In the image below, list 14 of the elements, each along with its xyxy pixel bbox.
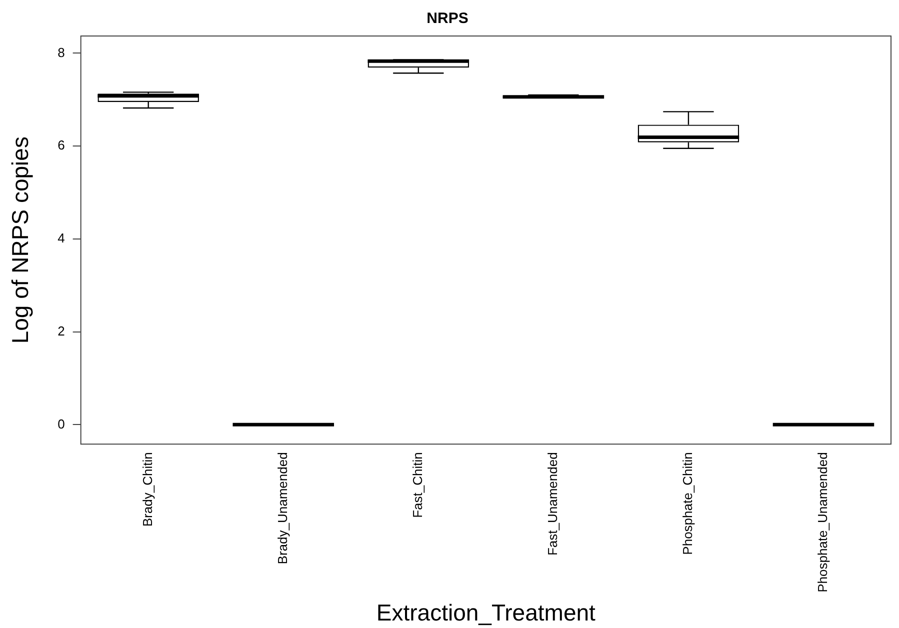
x-tick-label: Phosphate_Unamended	[815, 452, 830, 592]
x-tick-label: Phosphate_Chitin	[680, 452, 696, 555]
x-tick-label: Fast_Chitin	[410, 452, 425, 518]
y-tick-label: 2	[58, 323, 65, 338]
y-axis-title: Log of NRPS copies	[7, 136, 34, 344]
y-tick-label: 0	[58, 416, 65, 432]
x-axis-title: Extraction_Treatment	[376, 600, 596, 626]
x-tick-label: Brady_Chitin	[140, 452, 155, 527]
y-tick-label: 6	[58, 138, 65, 153]
chart-title: NRPS	[426, 10, 468, 28]
x-tick-label: Fast_Unamended	[545, 452, 560, 556]
y-tick-label: 8	[58, 44, 65, 60]
x-tick-label: Brady_Unamended	[274, 452, 290, 564]
y-tick-label: 4	[58, 230, 65, 246]
